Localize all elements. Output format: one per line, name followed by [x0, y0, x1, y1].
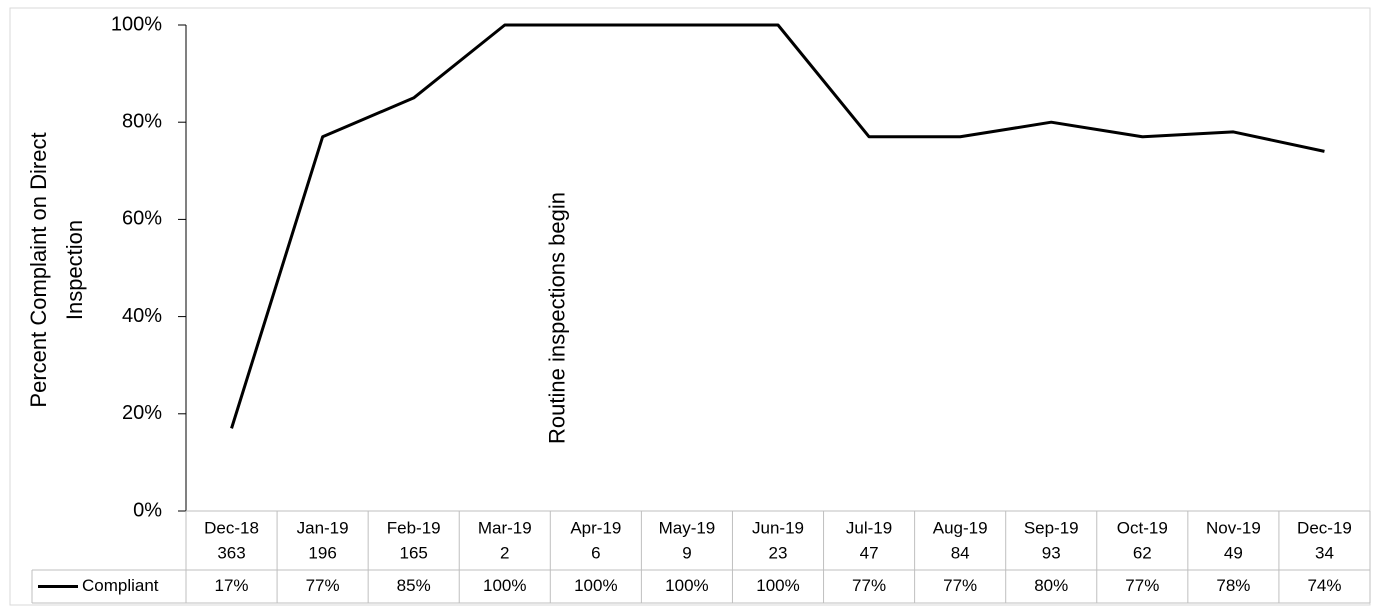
data-label: 17% [215, 576, 249, 595]
data-label: 77% [1125, 576, 1159, 595]
count-label: 84 [951, 543, 970, 562]
x-tick-label: Sep-19 [1024, 518, 1079, 537]
count-label: 165 [400, 543, 428, 562]
y-tick-label: 20% [122, 402, 162, 424]
count-label: 47 [860, 543, 879, 562]
y-tick-label: 80% [122, 110, 162, 132]
count-label: 93 [1042, 543, 1061, 562]
data-label: 100% [665, 576, 708, 595]
y-tick-label: 60% [122, 208, 162, 230]
x-tick-label: Dec-18 [204, 518, 259, 537]
count-label: 23 [769, 543, 788, 562]
data-label: 77% [943, 576, 977, 595]
x-tick-label: Nov-19 [1206, 518, 1261, 537]
data-label: 100% [574, 576, 617, 595]
data-label: 78% [1216, 576, 1250, 595]
data-label: 80% [1034, 576, 1068, 595]
x-tick-label: Dec-19 [1297, 518, 1352, 537]
x-tick-label: Aug-19 [933, 518, 988, 537]
y-tick-label: 40% [122, 305, 162, 327]
y-axis-title: Percent Complaint on Direct [26, 132, 51, 407]
data-label: 74% [1307, 576, 1341, 595]
count-label: 2 [500, 543, 509, 562]
y-axis-title: Inspection [62, 220, 87, 320]
y-tick-label: 0% [133, 499, 162, 521]
x-tick-label: Jun-19 [752, 518, 804, 537]
x-tick-label: May-19 [659, 518, 716, 537]
count-label: 34 [1315, 543, 1334, 562]
x-tick-label: Mar-19 [478, 518, 532, 537]
count-label: 49 [1224, 543, 1243, 562]
count-label: 6 [591, 543, 600, 562]
x-tick-label: Jan-19 [297, 518, 349, 537]
count-label: 62 [1133, 543, 1152, 562]
y-tick-label: 100% [111, 13, 162, 35]
x-tick-label: Oct-19 [1117, 518, 1168, 537]
data-label: 85% [397, 576, 431, 595]
count-label: 363 [217, 543, 245, 562]
data-label: 77% [306, 576, 340, 595]
data-label: 77% [852, 576, 886, 595]
annotation: Routine inspections begin [545, 192, 570, 444]
count-label: 9 [682, 543, 691, 562]
x-tick-label: Feb-19 [387, 518, 441, 537]
line [230, 23, 1325, 429]
chart-frame [9, 7, 1371, 606]
x-tick-label: Apr-19 [570, 518, 621, 537]
data-label: 100% [756, 576, 799, 595]
x-tick-label: Jul-19 [846, 518, 892, 537]
data-label: 100% [483, 576, 526, 595]
count-label: 196 [308, 543, 336, 562]
legend-label: Compliant [82, 576, 159, 595]
